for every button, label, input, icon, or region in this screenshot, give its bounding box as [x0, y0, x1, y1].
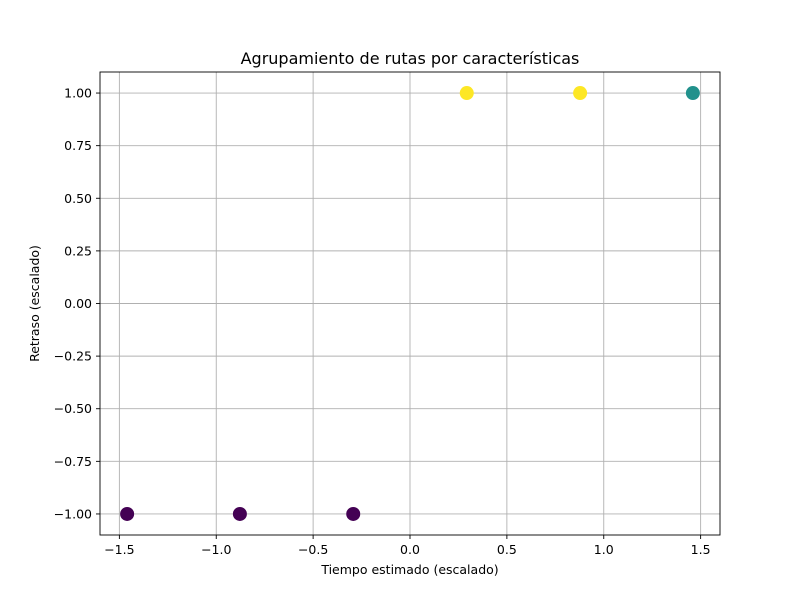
y-tick-label: −0.50 [54, 401, 92, 416]
data-point [120, 506, 135, 521]
data-point [232, 506, 247, 521]
y-tick-labels: 1.00 0.75 0.50 0.25 0.00 −0.25 −0.50 −0.75 −1.00 [54, 86, 92, 522]
data-point [573, 86, 588, 101]
y-tick-label: 1.00 [64, 86, 92, 101]
x-tick-label: −1.0 [201, 542, 231, 557]
data-point [346, 506, 361, 521]
x-tick-label: 1.5 [691, 542, 711, 557]
x-tick-label: −1.5 [104, 542, 134, 557]
tick-marks [96, 92, 702, 539]
chart-title: Agrupamiento de rutas por característica… [241, 49, 580, 68]
x-axis-label: Tiempo estimado (escalado) [320, 562, 498, 577]
y-axis-label: Retraso (escalado) [27, 245, 42, 362]
y-tick-label: −0.75 [54, 454, 92, 469]
y-tick-label: 0.25 [64, 243, 92, 258]
x-tick-labels: −1.5 −1.0 −0.5 0.0 0.5 1.0 1.5 [104, 542, 710, 557]
data-point [459, 86, 474, 101]
y-tick-label: 0.50 [64, 191, 92, 206]
data-point [685, 86, 700, 101]
y-tick-label: −1.00 [54, 506, 92, 521]
data-points [120, 86, 700, 521]
x-tick-label: 0.5 [497, 542, 517, 557]
grid [100, 72, 720, 535]
y-tick-label: −0.25 [54, 349, 92, 364]
x-tick-label: 0.0 [400, 542, 420, 557]
y-tick-label: 0.00 [64, 296, 92, 311]
x-tick-label: −0.5 [298, 542, 328, 557]
x-tick-label: 1.0 [594, 542, 614, 557]
y-tick-label: 0.75 [64, 138, 92, 153]
